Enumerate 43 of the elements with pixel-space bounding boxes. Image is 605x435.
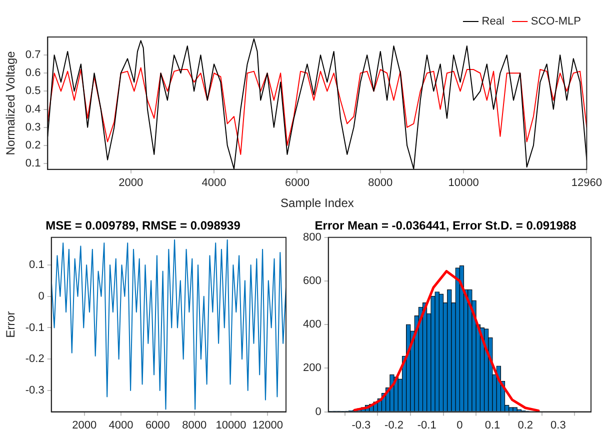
y-tick-label: 0.1 [29, 259, 44, 272]
y-tick-label: 0 [38, 290, 44, 302]
x-tick-label: 2000 [72, 419, 97, 432]
x-tick-label: 0.1 [484, 419, 500, 432]
x-tick-label: 8000 [182, 419, 207, 432]
y-tick-label: 0.3 [25, 121, 41, 134]
x-tick-label: 4000 [202, 177, 226, 190]
y-tick-label: -0.1 [25, 322, 44, 334]
y-tick-label: 800 [302, 231, 322, 244]
x-tick-label: 0 [456, 419, 463, 432]
y-tick-label: 600 [302, 275, 322, 288]
y-tick-label: 0.7 [25, 49, 41, 62]
y-tick-label: -0.3 [25, 384, 44, 396]
chart-title: MSE = 0.009789, RMSE = 0.098939 [46, 218, 241, 233]
x-tick-label: 6000 [284, 177, 310, 190]
legend-label: SCO-MLP [530, 16, 582, 28]
x-tick-label: 10000 [216, 419, 246, 432]
x-tick-label: -0.1 [417, 419, 436, 432]
x-tick-label: 2000 [118, 177, 144, 190]
y-tick-label: 200 [302, 362, 322, 374]
x-tick-label: 6000 [145, 419, 170, 432]
x-tick-label: 4000 [108, 419, 134, 432]
x-tick-label: 0.3 [550, 419, 566, 432]
y-tick-label: 0.6 [25, 67, 41, 80]
y-axis-title: Error [4, 311, 18, 338]
y-tick-label: 0.1 [25, 157, 41, 170]
y-tick-label: 0.2 [25, 139, 41, 152]
x-tick-label: 10000 [448, 177, 479, 190]
y-tick-label: 0 [315, 406, 322, 418]
y-tick-label: 0.5 [25, 85, 41, 98]
x-tick-label: -0.2 [384, 419, 404, 432]
y-tick-label: 400 [302, 318, 322, 331]
x-tick-label: 8000 [368, 177, 393, 190]
y-tick-label: -0.2 [25, 353, 44, 366]
x-tick-label: 12960 [571, 177, 602, 190]
x-axis-title: Sample Index [280, 196, 354, 210]
y-axis-title: Normalized Voltage [4, 50, 18, 156]
x-tick-label: 12000 [252, 419, 283, 432]
x-tick-label: 0.2 [518, 419, 533, 432]
chart-title: Error Mean = -0.036441, Error St.D. = 0.091988 [314, 218, 577, 233]
legend-label: Real [482, 16, 504, 28]
y-tick-label: 0.4 [25, 103, 41, 116]
x-tick-label: -0.3 [352, 419, 371, 432]
